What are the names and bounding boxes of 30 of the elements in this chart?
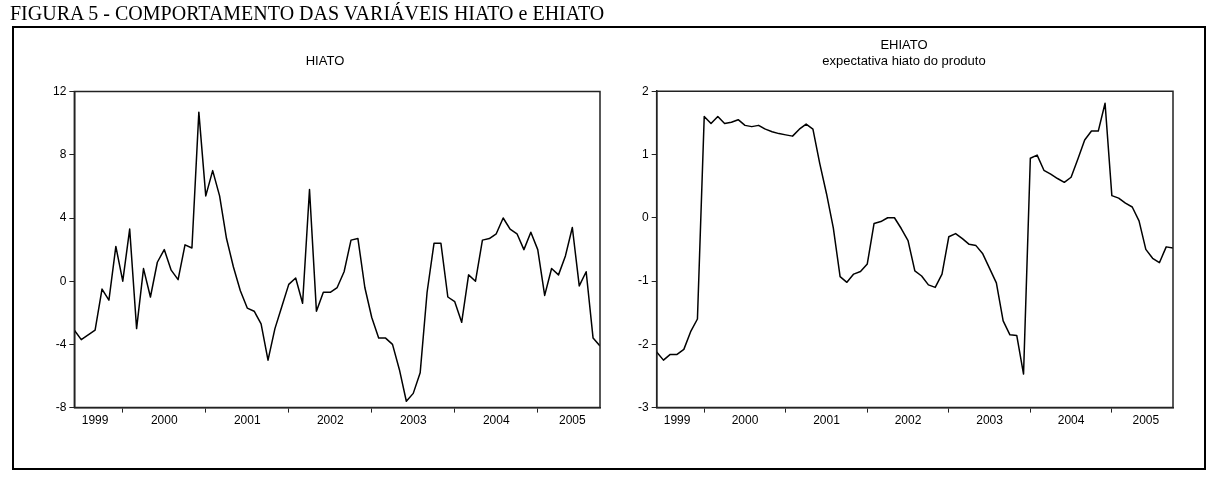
y-tick-label: 2 xyxy=(641,83,649,98)
x-tick-label: 2005 xyxy=(1132,413,1160,428)
x-tick-label: 1999 xyxy=(81,413,109,428)
x-tick-label: 2000 xyxy=(150,413,178,428)
y-tick-label: -2 xyxy=(638,336,649,351)
y-tick-label: -8 xyxy=(55,399,67,414)
y-tick-label: -4 xyxy=(55,336,67,351)
x-tick-label: 2000 xyxy=(731,413,759,428)
chart-title: HIATO xyxy=(305,53,345,69)
y-tick-label: 1 xyxy=(641,146,649,161)
text: FIGURA 5 - COMPORTAMENTO DAS VARIÁVEIS HIATO e EHIATO xyxy=(10,2,605,25)
y-tick-label: -1 xyxy=(638,273,649,288)
y-tick-label: 4 xyxy=(59,210,67,225)
x-tick-label: 2002 xyxy=(894,413,922,428)
x-tick-label: 2004 xyxy=(482,413,510,428)
y-tick-label: 0 xyxy=(59,273,67,288)
x-tick-label: 2004 xyxy=(1057,413,1085,428)
chart-title: EHIATO xyxy=(880,37,928,53)
x-tick-label: 2001 xyxy=(233,413,261,428)
chart-subtitle: expectativa hiato do produto xyxy=(822,52,986,68)
x-tick-label: 2005 xyxy=(558,413,586,428)
y-tick-label: -3 xyxy=(638,399,649,414)
x-tick-label: 1999 xyxy=(663,413,691,428)
y-tick-label: 0 xyxy=(641,210,649,225)
x-tick-label: 2003 xyxy=(976,413,1004,428)
y-tick-label: 8 xyxy=(59,147,67,162)
x-tick-label: 2001 xyxy=(813,413,841,428)
y-tick-label: 12 xyxy=(52,83,67,98)
x-tick-label: 2002 xyxy=(316,413,344,428)
x-tick-label: 2003 xyxy=(399,413,427,428)
